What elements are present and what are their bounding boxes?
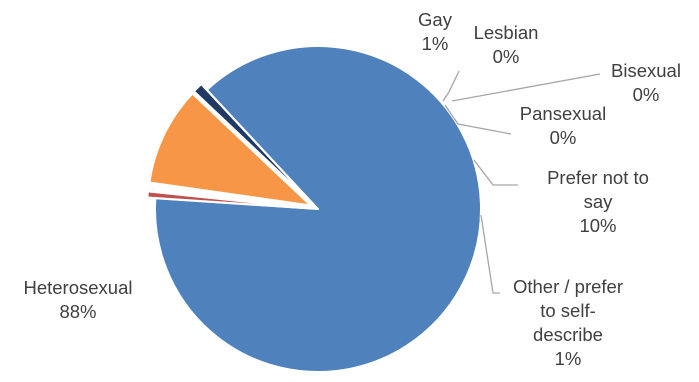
data-label-other-prefer-to-self-describe: Other / prefer to self-describe 1%: [513, 276, 623, 369]
leader-line-other-prefer-to-self-describe: [480, 214, 500, 294]
leader-line-bisexual: [451, 73, 601, 102]
pie-slice-pansexual: [147, 183, 312, 209]
data-label-pansexual: Pansexual 0%: [520, 103, 606, 148]
leader-line-lesbian: [442, 70, 460, 102]
pie-slices: [146, 45, 482, 373]
slice-labels: Heterosexual 88%Gay 1%Lesbian 0%Bisexual 0%P…: [23, 9, 680, 369]
data-label-prefer-not-to-say: Prefer not to say 10%: [547, 167, 649, 236]
data-label-gay: Gay 1%: [418, 9, 453, 54]
leader-line-prefer-not-to-say: [473, 159, 518, 186]
leader-lines: [442, 70, 601, 294]
pie-slice-prefer-not-to-say: [148, 92, 312, 207]
data-label-heterosexual: Heterosexual 88%: [23, 277, 132, 322]
pie-slice-other-prefer-to-self-describe: [192, 83, 314, 205]
leader-line-pansexual: [444, 104, 512, 135]
data-label-lesbian: Lesbian 0%: [474, 22, 539, 67]
data-label-bisexual: Bisexual 0%: [611, 60, 681, 105]
pie-slice-heterosexual: [154, 45, 482, 373]
